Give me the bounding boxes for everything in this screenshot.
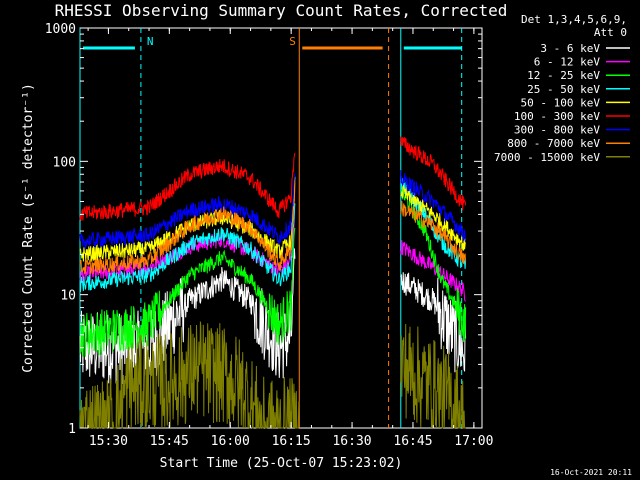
x-axis-label: Start Time (25-Oct-07 15:23:02) — [160, 456, 403, 471]
series-line-800-7000-kev — [400, 200, 467, 264]
x-tick-label: 16:45 — [393, 434, 432, 449]
legend-header: Att 0 — [594, 26, 627, 39]
S-annotation-label: S — [289, 35, 296, 48]
legend-entry-label: 12 - 25 keV — [527, 69, 600, 82]
series-line-7000-15000-kev — [400, 323, 466, 429]
legend-entry-label: 3 - 6 keV — [540, 42, 600, 55]
legend-entry-label: 300 - 800 keV — [514, 124, 600, 137]
y-tick-label: 10 — [60, 289, 76, 304]
legend-entry-label: 6 - 12 keV — [534, 56, 601, 69]
series-line-100-300-kev — [400, 136, 467, 211]
x-tick-label: 15:45 — [150, 434, 189, 449]
legend-entry-label: 100 - 300 keV — [514, 110, 600, 123]
series-line-7000-15000-kev — [79, 321, 300, 430]
series-line-12-25-kev — [79, 227, 296, 357]
series-line-25-50-kev — [79, 203, 296, 292]
series-line-800-7000-kev — [79, 182, 296, 275]
legend-entry-label: 800 - 7000 keV — [507, 137, 600, 150]
series-line-50-100-kev — [400, 184, 467, 251]
y-tick-label: 100 — [53, 155, 76, 170]
legend-entry-label: 25 - 50 keV — [527, 83, 600, 96]
legend-entry-label: 7000 - 15000 keV — [494, 151, 600, 164]
chart-title: RHESSI Observing Summary Count Rates, Co… — [55, 1, 508, 20]
series-line-3-6-kev — [400, 272, 467, 373]
legend-entry-label: 50 - 100 keV — [521, 96, 601, 109]
series-line-300-800-kev — [400, 170, 467, 243]
series-line-3-6-kev — [79, 248, 296, 385]
x-tick-label: 16:30 — [332, 434, 371, 449]
N-annotation-label: N — [147, 35, 154, 48]
series-line-25-50-kev — [400, 177, 467, 269]
y-axis-label: Corrected Count Rate (s⁻¹ detector⁻¹) — [21, 83, 36, 373]
series-line-300-800-kev — [79, 173, 296, 250]
x-tick-label: 17:00 — [454, 434, 493, 449]
axis-ticks: 15:30 15:45 16:00 16:15 16:30 16:45 17:00 1 10 10… — [45, 22, 494, 449]
generation-timestamp: 16-Oct-2021 20:11 — [550, 468, 632, 477]
legend-header: Det 1,3,4,5,6,9, — [521, 13, 627, 26]
y-tick-label: 1000 — [45, 22, 76, 37]
x-tick-label: 16:15 — [272, 434, 311, 449]
series-line-6-12-kev — [400, 240, 466, 302]
series-line-50-100-kev — [79, 176, 296, 262]
series-line-100-300-kev — [79, 152, 296, 221]
y-tick-label: 1 — [68, 422, 76, 437]
x-tick-label: 15:30 — [89, 434, 128, 449]
x-tick-label: 16:00 — [211, 434, 250, 449]
